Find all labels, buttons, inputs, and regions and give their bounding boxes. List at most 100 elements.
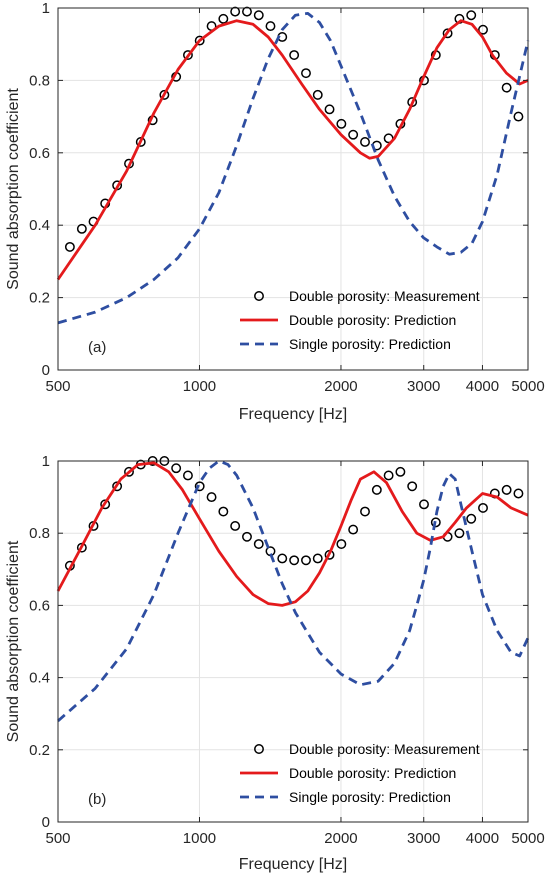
measurement-point — [360, 136, 370, 147]
measurement-point — [289, 50, 300, 61]
y-tick-label: 0.2 — [29, 290, 50, 307]
double-porosity-prediction-line — [56, 19, 529, 281]
measurement-point — [124, 466, 134, 477]
measurement-point — [100, 499, 111, 510]
measurement-point — [466, 513, 477, 524]
x-tick-label: 1000 — [183, 830, 216, 847]
y-tick-label: 0.6 — [29, 597, 50, 614]
measurement-point — [301, 555, 311, 566]
measurement-point — [253, 10, 264, 21]
axes-frame — [57, 7, 529, 371]
measurement-point — [182, 50, 193, 61]
single-porosity-prediction-line — [57, 12, 530, 325]
y-axis-label: Sound absorption coefficient — [5, 540, 22, 742]
y-axis-label: Sound absorption coefficient — [5, 88, 22, 290]
x-tick-label: 500 — [45, 830, 70, 847]
x-tick-label: 2000 — [324, 378, 357, 395]
panel-label: (a) — [88, 339, 106, 356]
y-tick-label: 1 — [42, 0, 50, 17]
measurement-point — [194, 481, 205, 492]
legend-entry-label: Double porosity: Prediction — [289, 312, 456, 328]
y-tick-label: 0.8 — [29, 525, 50, 542]
measurement-point — [513, 111, 524, 122]
measurement-point — [348, 524, 359, 535]
legend-entry-label: Double porosity: Measurement — [289, 288, 480, 304]
measurement-point — [253, 539, 264, 549]
measurement-point — [501, 82, 512, 93]
x-axis-label: Frequency [Hz] — [239, 856, 347, 873]
measurement-point — [478, 502, 488, 513]
measurement-point — [194, 35, 205, 46]
legend-marker-symbol — [254, 744, 264, 754]
measurement-point — [466, 10, 477, 21]
y-tick-label: 0.2 — [29, 742, 50, 759]
double-porosity-prediction-line — [56, 461, 529, 607]
measurement-point — [242, 531, 252, 542]
legend-entry-label: Double porosity: Prediction — [289, 765, 456, 781]
measurement-point — [336, 118, 347, 129]
measurement-point — [360, 506, 370, 517]
measurement-point — [371, 484, 382, 495]
x-tick-label: 2000 — [324, 830, 357, 847]
measurement-point — [312, 89, 323, 100]
y-tick-label: 0.6 — [29, 145, 50, 162]
measurement-point — [206, 492, 217, 503]
measurement-point — [348, 129, 359, 140]
measurement-point — [324, 104, 335, 115]
measurement-point — [242, 6, 252, 17]
x-tick-label: 4000 — [466, 378, 499, 395]
measurement-point — [478, 24, 488, 35]
x-tick-label: 3000 — [407, 830, 440, 847]
y-tick-label: 0 — [42, 362, 50, 379]
measurement-point — [513, 488, 524, 499]
measurement-point — [501, 484, 512, 495]
y-tick-label: 0.4 — [29, 670, 50, 687]
measurement-point — [419, 499, 429, 510]
x-tick-label: 1000 — [183, 378, 216, 395]
panel-label: (b) — [88, 791, 106, 808]
legend-entry-label: Single porosity: Prediction — [289, 789, 451, 805]
measurement-point — [301, 68, 311, 79]
legend: Double porosity: Measurement Double poros… — [240, 288, 480, 352]
x-tick-label: 5000 — [511, 378, 544, 395]
measurement-point — [454, 528, 465, 539]
legend-marker-symbol — [254, 291, 264, 301]
measurement-point — [112, 481, 123, 492]
measurement-point — [312, 553, 323, 564]
legend: Double porosity: Measurement Double poros… — [240, 741, 480, 805]
measurement-point — [218, 13, 229, 24]
x-tick-label: 5000 — [511, 830, 544, 847]
measurement-point — [430, 517, 441, 528]
measurement-point — [64, 241, 75, 252]
measurement-point — [277, 553, 288, 564]
measurement-point — [171, 463, 182, 474]
measurement-point — [407, 481, 418, 492]
measurement-point — [159, 89, 170, 100]
y-tick-label: 1 — [42, 453, 50, 470]
measurement-point — [265, 21, 276, 32]
chart-panel-1: 500 1000 2000 3000 4000 5000 0 0.2 0.4 0.6 0.8 1 Fre… — [5, 0, 545, 423]
chart-panel-2: 500 1000 2000 3000 4000 5000 0 0.2 0.4 0.6 0.8 1 Fre… — [5, 453, 545, 873]
y-tick-label: 0.8 — [29, 72, 50, 89]
single-porosity-prediction-line — [57, 459, 530, 722]
measurement-point — [442, 28, 453, 39]
measurement-point — [76, 223, 87, 234]
measurement-point — [230, 521, 241, 531]
measurement-point — [218, 506, 229, 517]
y-tick-label: 0.4 — [29, 217, 50, 234]
measurement-point — [182, 470, 193, 481]
measurement-point — [395, 466, 406, 477]
x-tick-label: 500 — [45, 378, 70, 395]
x-tick-label: 4000 — [466, 830, 499, 847]
measurement-point — [289, 555, 300, 566]
measurement-point — [336, 539, 347, 549]
x-tick-label: 3000 — [407, 378, 440, 395]
y-tick-label: 0 — [42, 814, 50, 831]
measurement-point — [383, 470, 394, 481]
measurement-point — [230, 6, 241, 17]
legend-entry-label: Double porosity: Measurement — [289, 741, 480, 757]
axes-frame — [57, 460, 529, 823]
x-axis-label: Frequency [Hz] — [239, 406, 347, 423]
legend-entry-label: Single porosity: Prediction — [289, 336, 451, 352]
